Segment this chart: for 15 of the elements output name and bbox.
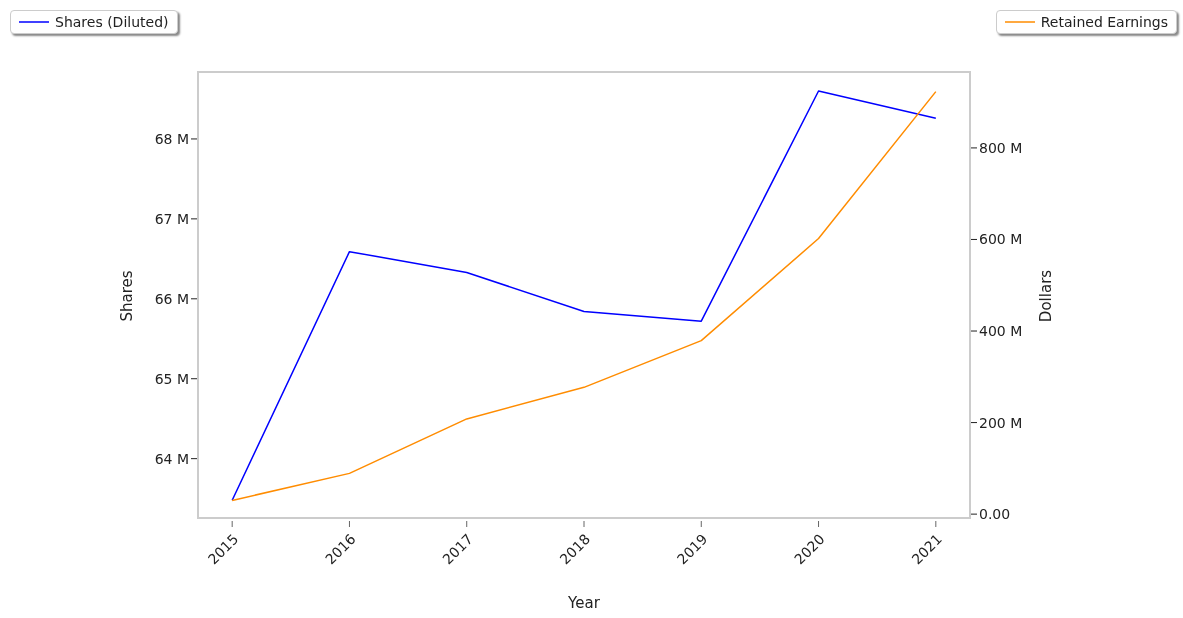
y2-tick-label: 200 M (979, 414, 1023, 431)
legend-label: Retained Earnings (1040, 14, 1168, 30)
y2-tick-label: 0.00 (979, 506, 1011, 523)
y-tick-label: 67 M (154, 210, 189, 227)
y-tick-label: 68 M (154, 130, 189, 147)
y-tick-label: 64 M (154, 450, 189, 467)
y2-tick-label: 400 M (979, 322, 1023, 339)
y2-tick-label: 800 M (979, 139, 1023, 156)
y-axis-title: Shares (118, 270, 137, 322)
y2-tick-label: 600 M (979, 231, 1023, 248)
legend-label: Shares (Diluted) (55, 14, 169, 30)
y-tick-label: 65 M (154, 370, 189, 387)
y-tick-label: 66 M (154, 290, 189, 307)
y2-axis-title: Dollars (1037, 269, 1056, 323)
x-axis-title: Year (567, 594, 601, 612)
